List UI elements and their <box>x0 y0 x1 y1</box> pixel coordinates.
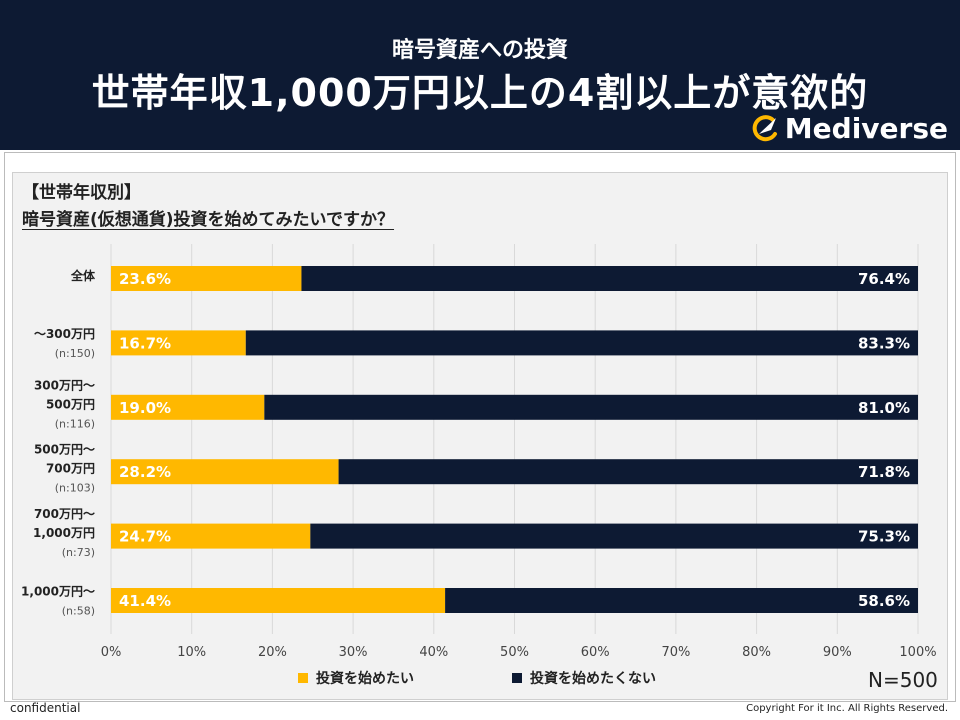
bar-segment-no <box>445 588 918 613</box>
bar-segment-yes <box>111 330 246 356</box>
legend-label-yes: 投資を始めたい <box>316 671 414 687</box>
data-label-yes: 41.4% <box>119 592 171 610</box>
legend-swatch-no <box>512 673 522 683</box>
bar-segment-yes <box>111 394 265 420</box>
legend-item-yes: 投資を始めたい <box>298 668 414 688</box>
legend-swatch-yes <box>298 673 308 683</box>
category-n-label: (n:150) <box>55 347 95 360</box>
sample-size: N=500 <box>868 668 938 692</box>
bar-segment-no <box>245 330 919 356</box>
x-tick-label: 60% <box>581 645 610 660</box>
category-n-label: (n:103) <box>55 482 95 495</box>
data-label-yes: 24.7% <box>119 528 171 546</box>
header-banner: 暗号資産への投資 世帯年収1,000万円以上の4割以上が意欲的 Medivers… <box>0 0 960 150</box>
x-tick-label: 70% <box>661 645 690 660</box>
x-tick-label: 40% <box>419 645 448 660</box>
data-label-no: 83.3% <box>858 334 910 352</box>
category-n-label: (n:116) <box>55 417 95 430</box>
category-n-label: (n:58) <box>62 605 95 618</box>
x-tick-label: 90% <box>823 645 852 660</box>
category-label: 1,000万円 <box>33 526 95 540</box>
x-tick-label: 10% <box>177 645 206 660</box>
x-tick-label: 0% <box>101 645 122 660</box>
category-label: 500万円～ <box>34 443 95 457</box>
header-title: 世帯年収1,000万円以上の4割以上が意欲的 <box>91 71 869 115</box>
data-label-no: 71.8% <box>858 463 910 481</box>
data-label-no: 75.3% <box>858 528 910 546</box>
bar-segment-no <box>301 266 918 291</box>
question-text: 暗号資産(仮想通貨)投資を始めてみたいですか？ <box>22 210 395 230</box>
data-label-yes: 23.6% <box>119 270 171 288</box>
footer-confidential: confidential <box>10 701 81 715</box>
mediverse-logo-icon <box>752 114 777 141</box>
legend-item-no: 投資を始めたくない <box>512 668 656 688</box>
bar-segment-yes <box>111 459 339 485</box>
bar-segment-no <box>310 523 919 549</box>
data-label-no: 76.4% <box>858 270 910 288</box>
bar-segment-no <box>338 459 919 485</box>
brand-logo: Mediverse <box>749 112 948 145</box>
data-label-no: 81.0% <box>858 399 910 417</box>
category-label: 700万円～ <box>34 507 95 521</box>
x-tick-label: 50% <box>500 645 529 660</box>
data-label-yes: 16.7% <box>119 334 171 352</box>
x-tick-label: 100% <box>899 645 936 660</box>
data-label-yes: 28.2% <box>119 463 171 481</box>
category-label: 300万円～ <box>34 378 95 392</box>
bar-segment-yes <box>111 588 446 613</box>
category-label: 全体 <box>70 268 96 283</box>
data-label-yes: 19.0% <box>119 399 171 417</box>
category-n-label: (n:73) <box>62 546 95 559</box>
x-tick-label: 80% <box>742 645 771 660</box>
x-tick-label: 20% <box>258 645 287 660</box>
category-label: 700万円 <box>46 462 95 476</box>
bar-segment-yes <box>111 266 302 291</box>
footer-copyright: Copyright For it Inc. All Rights Reserve… <box>746 703 948 714</box>
header-subtitle: 暗号資産への投資 <box>391 38 568 63</box>
bar-segment-yes <box>111 523 311 549</box>
logo-text: Mediverse <box>784 112 948 145</box>
category-label: ～300万円 <box>34 327 95 341</box>
bar-segment-no <box>264 394 919 420</box>
data-label-no: 58.6% <box>858 592 910 610</box>
x-tick-label: 30% <box>339 645 368 660</box>
legend-label-no: 投資を始めたくない <box>530 671 656 687</box>
category-label: 1,000万円～ <box>21 585 95 599</box>
question-category: 【世帯年収別】 <box>22 183 141 203</box>
category-label: 500万円 <box>46 397 95 411</box>
